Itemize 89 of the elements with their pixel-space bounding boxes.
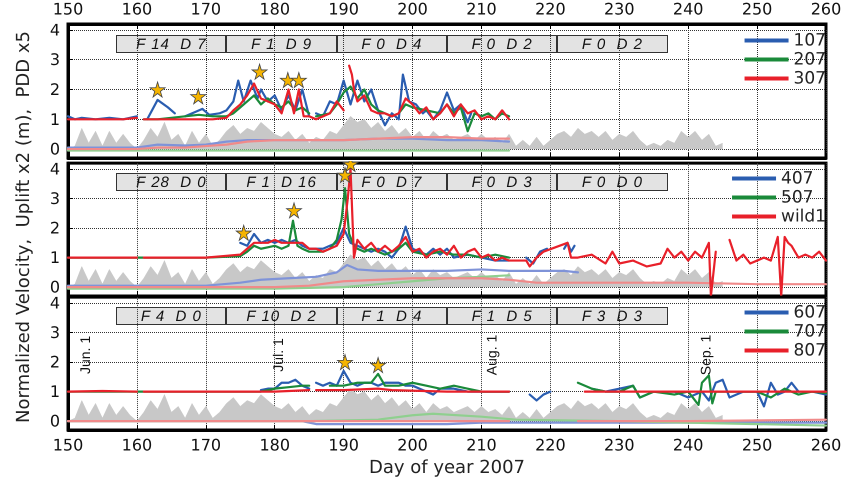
y-tick-label: 0 — [50, 140, 60, 159]
y-axis-title: Normalized Velocity, Uplift x2 (m), PDD x5 — [13, 30, 35, 425]
y-tick-label: 1 — [50, 382, 60, 402]
annotation: Jun. 1 — [76, 336, 93, 374]
point — [280, 72, 296, 88]
x-tick-label: 240 — [672, 436, 704, 454]
x2-tick-label: 250 — [742, 0, 772, 18]
line-series — [66, 274, 510, 290]
point — [337, 167, 353, 183]
legend-label: 607 — [794, 302, 826, 322]
annotation: Sep. 1 — [697, 334, 714, 376]
x2-tick-label: 220 — [535, 0, 566, 18]
text-box: F 10 D 2 — [226, 307, 337, 325]
text-box: F 0 D 7 — [336, 173, 447, 191]
annotation: F 1 D 9 — [251, 36, 312, 52]
legend-label: 807 — [794, 340, 826, 360]
point — [236, 224, 252, 241]
point — [150, 82, 166, 98]
x2-tick-label: 150 — [52, 0, 84, 18]
text-box: F 1 D 9 — [226, 35, 337, 53]
y-tick-label: 2 — [50, 218, 60, 238]
x2-tick-label: 240 — [672, 0, 704, 18]
y-tick-label: 2 — [50, 80, 60, 100]
legend-label: 307 — [794, 68, 826, 88]
x2-tick-label: 170 — [190, 0, 222, 18]
text-box: F 3 D 3 — [557, 307, 668, 325]
text-box: F 28 D 0 — [116, 173, 226, 191]
point — [252, 64, 268, 80]
y-tick-label: 0 — [50, 412, 60, 431]
text-box: F 0 D 3 — [447, 173, 558, 191]
point — [290, 72, 307, 88]
x-tick-label: 190 — [328, 436, 359, 454]
legend-label: 107 — [794, 30, 826, 50]
annotation: Jul. 1 — [270, 338, 286, 372]
annotation: F 10 D 2 — [246, 308, 317, 324]
y-tick-label: 1 — [50, 110, 60, 129]
x-tick-label: 200 — [397, 436, 428, 454]
line-series — [66, 277, 828, 288]
line-series — [66, 264, 580, 287]
text-box: F 1 D 16 — [226, 173, 337, 191]
text-box: F 1 D 5 — [447, 307, 558, 325]
x2-tick-label: 160 — [122, 0, 152, 18]
y-tick-label: 4 — [50, 160, 60, 178]
x-tick-label: 220 — [535, 436, 566, 454]
x-tick-label: 170 — [190, 436, 222, 454]
x2-tick-label: 180 — [259, 0, 290, 18]
x2-tick-label: 190 — [328, 0, 359, 18]
text-box: F 1 D 4 — [336, 307, 447, 325]
annotation: F 1 D 16 — [246, 174, 317, 190]
x-axis-title: Day of year 2007 — [368, 457, 526, 478]
legend-label: wild1 — [781, 206, 826, 226]
annotation: F 28 D 0 — [136, 174, 207, 190]
text-box: F 4 D 0 — [116, 307, 226, 325]
x-tick-label: 160 — [122, 436, 152, 454]
legend-label: 507 — [781, 188, 814, 208]
y-tick-label: 3 — [50, 50, 60, 70]
text-box: F 0 D 4 — [336, 35, 447, 53]
x2-tick-label: 200 — [397, 0, 428, 18]
y-tick-label: 2 — [50, 352, 60, 372]
annotation: F 4 D 0 — [140, 308, 202, 324]
x-tick-label: 150 — [52, 436, 84, 454]
annotation: F 0 D 7 — [361, 174, 422, 190]
annotation: F 1 D 4 — [361, 308, 422, 324]
x2-tick-label: 210 — [466, 0, 497, 18]
annotation: F 1 D 5 — [472, 308, 533, 324]
point — [190, 88, 206, 104]
y-tick-label: 3 — [50, 323, 60, 342]
x-tick-label: 260 — [810, 436, 842, 454]
text-box: F 0 D 0 — [557, 173, 668, 191]
x-tick-label: 250 — [742, 436, 772, 454]
y-tick-label: 1 — [50, 248, 60, 268]
annotation: F 0 D 0 — [582, 174, 643, 190]
legend-label: 407 — [781, 168, 814, 188]
y-tick-label: 4 — [50, 20, 60, 40]
annotation: F 0 D 3 — [472, 174, 533, 190]
annotation: F 0 D 4 — [361, 36, 422, 52]
legend-label: 707 — [794, 322, 826, 342]
x2-tick-label: 230 — [604, 0, 635, 18]
annotation: F 3 D 3 — [582, 308, 643, 324]
x-tick-label: 230 — [604, 436, 635, 454]
annotation: Aug. 1 — [484, 334, 500, 376]
point — [286, 202, 302, 218]
annotation: F 0 D 2 — [472, 36, 533, 52]
x2-tick-label: 260 — [810, 0, 842, 18]
x-tick-label: 210 — [466, 436, 497, 454]
x-tick-label: 180 — [259, 436, 290, 454]
y-tick-label: 3 — [50, 189, 60, 208]
legend-label: 207 — [794, 50, 826, 70]
text-box: F 0 D 2 — [447, 35, 558, 53]
